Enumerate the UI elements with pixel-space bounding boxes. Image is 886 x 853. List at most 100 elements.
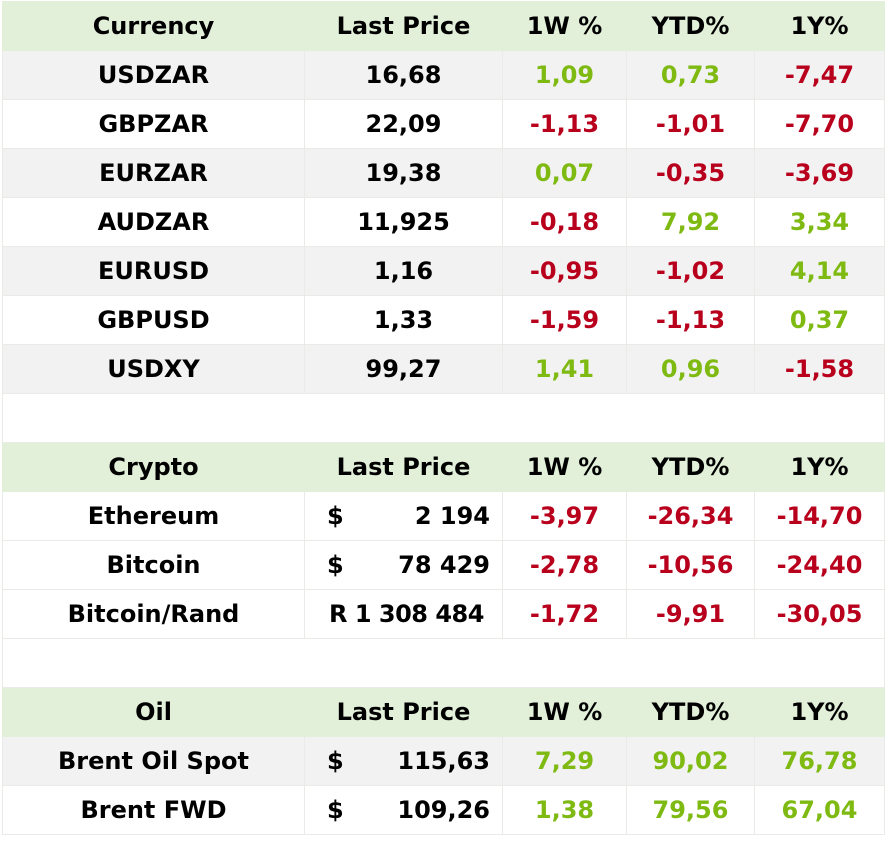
section-spacer — [2, 638, 885, 688]
change-1w: -0,18 — [502, 197, 627, 247]
change-1w: -3,97 — [502, 491, 627, 541]
last-price: 19,38 — [304, 148, 503, 198]
instrument-name: EURZAR — [2, 148, 305, 198]
change-1w: 1,41 — [502, 344, 627, 394]
1y-header: 1Y% — [754, 687, 885, 737]
change-1y: -7,70 — [754, 99, 885, 149]
change-1y: 0,37 — [754, 295, 885, 345]
last-price-header: Last Price — [304, 1, 503, 51]
markets-table: Currency Last Price 1W % YTD% 1Y% USDZAR… — [2, 1, 885, 835]
last-price: $ 109,26 — [304, 785, 503, 835]
price-amount: R 1 308 484 — [329, 600, 484, 628]
instrument-name: Bitcoin/Rand — [2, 589, 305, 639]
change-ytd: -10,56 — [626, 540, 755, 590]
change-1w: -1,59 — [502, 295, 627, 345]
instrument-name: EURUSD — [2, 246, 305, 296]
instrument-name: USDXY — [2, 344, 305, 394]
change-ytd: -9,91 — [626, 589, 755, 639]
crypto-header-row: Crypto Last Price 1W % YTD% 1Y% — [2, 442, 885, 492]
1w-header: 1W % — [502, 442, 627, 492]
table-row: Brent Oil Spot $ 115,63 7,29 90,02 76,78 — [2, 736, 885, 786]
change-1y: -7,47 — [754, 50, 885, 100]
change-1y: -24,40 — [754, 540, 885, 590]
price-amount: 78 429 — [398, 551, 490, 579]
table-row: EURZAR 19,38 0,07 -0,35 -3,69 — [2, 148, 885, 198]
change-ytd: -1,02 — [626, 246, 755, 296]
ytd-header: YTD% — [626, 442, 755, 492]
change-1w: 0,07 — [502, 148, 627, 198]
last-price: $ 115,63 — [304, 736, 503, 786]
change-1y: 4,14 — [754, 246, 885, 296]
ytd-header: YTD% — [626, 687, 755, 737]
table-row: Ethereum $ 2 194 -3,97 -26,34 -14,70 — [2, 491, 885, 541]
table-row: Brent FWD $ 109,26 1,38 79,56 67,04 — [2, 785, 885, 835]
ytd-header: YTD% — [626, 1, 755, 51]
currency-symbol: $ — [327, 551, 344, 579]
instrument-name: GBPZAR — [2, 99, 305, 149]
price-amount: 115,63 — [397, 747, 490, 775]
instrument-name: GBPUSD — [2, 295, 305, 345]
oil-header-row: Oil Last Price 1W % YTD% 1Y% — [2, 687, 885, 737]
table-row: GBPZAR 22,09 -1,13 -1,01 -7,70 — [2, 99, 885, 149]
change-1y: 67,04 — [754, 785, 885, 835]
instrument-name: USDZAR — [2, 50, 305, 100]
crypto-header: Crypto — [2, 442, 305, 492]
change-1y: -14,70 — [754, 491, 885, 541]
table-row: GBPUSD 1,33 -1,59 -1,13 0,37 — [2, 295, 885, 345]
change-1w: -1,13 — [502, 99, 627, 149]
last-price: 16,68 — [304, 50, 503, 100]
1y-header: 1Y% — [754, 1, 885, 51]
change-1w: -1,72 — [502, 589, 627, 639]
price-amount: 2 194 — [414, 502, 490, 530]
instrument-name: Bitcoin — [2, 540, 305, 590]
last-price: R 1 308 484 — [304, 589, 503, 639]
change-ytd: -26,34 — [626, 491, 755, 541]
change-1w: -2,78 — [502, 540, 627, 590]
currency-symbol: $ — [327, 502, 344, 530]
change-ytd: 90,02 — [626, 736, 755, 786]
table-row: AUDZAR 11,925 -0,18 7,92 3,34 — [2, 197, 885, 247]
instrument-name: Brent Oil Spot — [2, 736, 305, 786]
1w-header: 1W % — [502, 687, 627, 737]
last-price: $ 78 429 — [304, 540, 503, 590]
change-1w: -0,95 — [502, 246, 627, 296]
currency-symbol: $ — [327, 747, 344, 775]
table-row: Bitcoin $ 78 429 -2,78 -10,56 -24,40 — [2, 540, 885, 590]
oil-header: Oil — [2, 687, 305, 737]
last-price: 11,925 — [304, 197, 503, 247]
change-ytd: -1,13 — [626, 295, 755, 345]
last-price: 1,16 — [304, 246, 503, 296]
table-row: EURUSD 1,16 -0,95 -1,02 4,14 — [2, 246, 885, 296]
change-1y: 76,78 — [754, 736, 885, 786]
change-1y: -30,05 — [754, 589, 885, 639]
1y-header: 1Y% — [754, 442, 885, 492]
change-ytd: 7,92 — [626, 197, 755, 247]
change-1y: -1,58 — [754, 344, 885, 394]
section-spacer — [2, 393, 885, 443]
table-row: USDZAR 16,68 1,09 0,73 -7,47 — [2, 50, 885, 100]
currency-header-row: Currency Last Price 1W % YTD% 1Y% — [2, 1, 885, 51]
change-1w: 1,38 — [502, 785, 627, 835]
instrument-name: Ethereum — [2, 491, 305, 541]
instrument-name: AUDZAR — [2, 197, 305, 247]
last-price-header: Last Price — [304, 442, 503, 492]
last-price: 1,33 — [304, 295, 503, 345]
change-1w: 1,09 — [502, 50, 627, 100]
table-row: Bitcoin/Rand R 1 308 484 -1,72 -9,91 -30… — [2, 589, 885, 639]
last-price: $ 2 194 — [304, 491, 503, 541]
change-1y: -3,69 — [754, 148, 885, 198]
last-price: 99,27 — [304, 344, 503, 394]
change-1y: 3,34 — [754, 197, 885, 247]
last-price: 22,09 — [304, 99, 503, 149]
change-ytd: -1,01 — [626, 99, 755, 149]
price-amount: 109,26 — [397, 796, 490, 824]
change-ytd: 0,96 — [626, 344, 755, 394]
instrument-name: Brent FWD — [2, 785, 305, 835]
currency-header: Currency — [2, 1, 305, 51]
change-ytd: 79,56 — [626, 785, 755, 835]
last-price-header: Last Price — [304, 687, 503, 737]
currency-symbol: $ — [327, 796, 344, 824]
table-row: USDXY 99,27 1,41 0,96 -1,58 — [2, 344, 885, 394]
change-ytd: -0,35 — [626, 148, 755, 198]
